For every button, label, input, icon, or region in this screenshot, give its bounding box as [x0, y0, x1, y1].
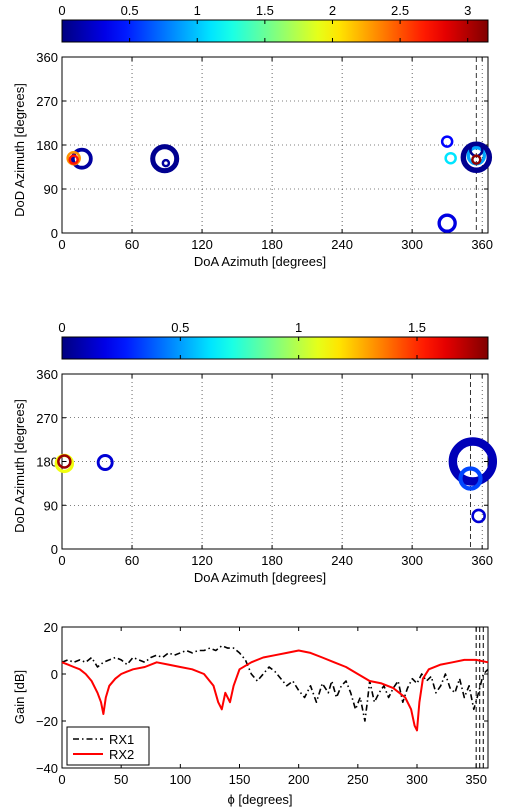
- scatter-point: [161, 158, 171, 168]
- colorbar-rect: [61, 19, 489, 43]
- plot-2-axes: 0 60 120 180 240 300 360 0 90 180 270 360: [36, 367, 493, 568]
- legend-label-rx1: RX1: [109, 732, 134, 747]
- x-tick-label: 360: [471, 237, 493, 252]
- y-tick-label: 0: [51, 667, 58, 682]
- x-tick-label: 0: [58, 237, 65, 252]
- colorbar-tick-label: 0.5: [171, 320, 189, 335]
- x-tick-label: 300: [401, 237, 423, 252]
- y-tick-label: −20: [36, 714, 58, 729]
- colorbar-1: [61, 19, 489, 43]
- scatter-point: [437, 213, 457, 233]
- plot-3-ylabel: Gain [dB]: [12, 670, 27, 724]
- x-tick-label: 200: [288, 772, 310, 787]
- x-tick-label: 0: [58, 553, 65, 568]
- colorbar-2: [61, 336, 489, 360]
- colorbar-tick-label: 2: [329, 3, 336, 18]
- x-tick-label: 300: [406, 772, 428, 787]
- plot-3-xlabel: ϕ [degrees]: [227, 792, 292, 807]
- colorbar-tick-label: 3: [464, 3, 471, 18]
- x-tick-label: 60: [125, 553, 139, 568]
- colorbar-2-ticks: 0 0.5 1 1.5: [58, 320, 426, 359]
- colorbar-tick-label: 1: [295, 320, 302, 335]
- colorbar-rect: [61, 336, 489, 360]
- plot-1-ylabel: DoD Azimuth [degrees]: [12, 83, 27, 217]
- scatter-point: [57, 454, 72, 469]
- colorbar-tick-label: 0: [58, 320, 65, 335]
- y-tick-label: 90: [44, 182, 58, 197]
- y-tick-label: −40: [36, 761, 58, 776]
- y-tick-label: 360: [36, 367, 58, 382]
- y-tick-label: 20: [44, 620, 58, 635]
- y-tick-label: 270: [36, 94, 58, 109]
- x-tick-label: 180: [261, 553, 283, 568]
- x-tick-label: 100: [169, 772, 191, 787]
- plot-1-axes: 0 60 120 180 240 300 360 0 90 180 270 360: [36, 50, 493, 252]
- panel-1: 0 0.5 1 1.5 2 2.5 3 0 60 120 180 240 300 360 0 90 180 27…: [12, 3, 493, 269]
- plot-3-lines: [61, 645, 489, 732]
- y-tick-label: 360: [36, 50, 58, 65]
- y-tick-label: 180: [36, 455, 58, 470]
- scatter-point: [96, 454, 114, 471]
- colorbar-tick-label: 1.5: [256, 3, 274, 18]
- scatter-point: [458, 466, 483, 491]
- scatter-point: [471, 154, 482, 165]
- x-tick-label: 120: [191, 237, 213, 252]
- scatter-point: [68, 154, 79, 165]
- scatter-point: [440, 135, 454, 148]
- scatter-point: [471, 508, 486, 524]
- plot-2-grid: [62, 374, 488, 549]
- x-tick-label: 60: [125, 237, 139, 252]
- plot-2-points: [54, 437, 498, 524]
- y-tick-label: 0: [51, 542, 58, 557]
- x-tick-label: 180: [261, 237, 283, 252]
- colorbar-tick-label: 1: [194, 3, 201, 18]
- legend-label-rx2: RX2: [109, 747, 134, 762]
- colorbar-tick-label: 0: [58, 3, 65, 18]
- plot-2-xlabel: DoA Azimuth [degrees]: [194, 570, 326, 585]
- scatter-point: [150, 144, 180, 174]
- panel-2: 0 0.5 1 1.5 0 60 120 180 240 300 360090180270360 …: [12, 320, 498, 585]
- scatter-point: [444, 151, 457, 165]
- y-tick-label: 270: [36, 411, 58, 426]
- series-line-rx1: [61, 645, 489, 722]
- y-tick-label: 180: [36, 138, 58, 153]
- x-tick-label: 350: [465, 772, 487, 787]
- x-tick-label: 360: [471, 553, 493, 568]
- y-tick-label: 90: [44, 498, 58, 513]
- colorbar-tick-label: 2.5: [391, 3, 409, 18]
- legend-box: [66, 726, 150, 766]
- x-tick-label: 120: [191, 553, 213, 568]
- plot-1-xlabel: DoA Azimuth [degrees]: [194, 254, 326, 269]
- x-tick-label: 250: [347, 772, 369, 787]
- x-tick-label: 0: [58, 772, 65, 787]
- x-tick-label: 150: [229, 772, 251, 787]
- plot-2-ylabel: DoD Azimuth [degrees]: [12, 399, 27, 533]
- plot-1-points: [66, 135, 493, 233]
- series-line-rx2: [61, 649, 489, 732]
- x-tick-label: 300: [401, 553, 423, 568]
- x-tick-label: 240: [331, 237, 353, 252]
- y-tick-label: 0: [51, 226, 58, 241]
- colorbar-tick-label: 0.5: [121, 3, 139, 18]
- x-tick-label: 50: [114, 772, 128, 787]
- scatter-point: [448, 437, 498, 486]
- colorbar-1-ticks: 0 0.5 1 1.5 2 2.5 3: [58, 3, 471, 42]
- scatter-point: [70, 147, 93, 170]
- colorbar-tick-label: 1.5: [408, 320, 426, 335]
- plot-1-grid: [62, 57, 488, 233]
- x-tick-label: 240: [331, 553, 353, 568]
